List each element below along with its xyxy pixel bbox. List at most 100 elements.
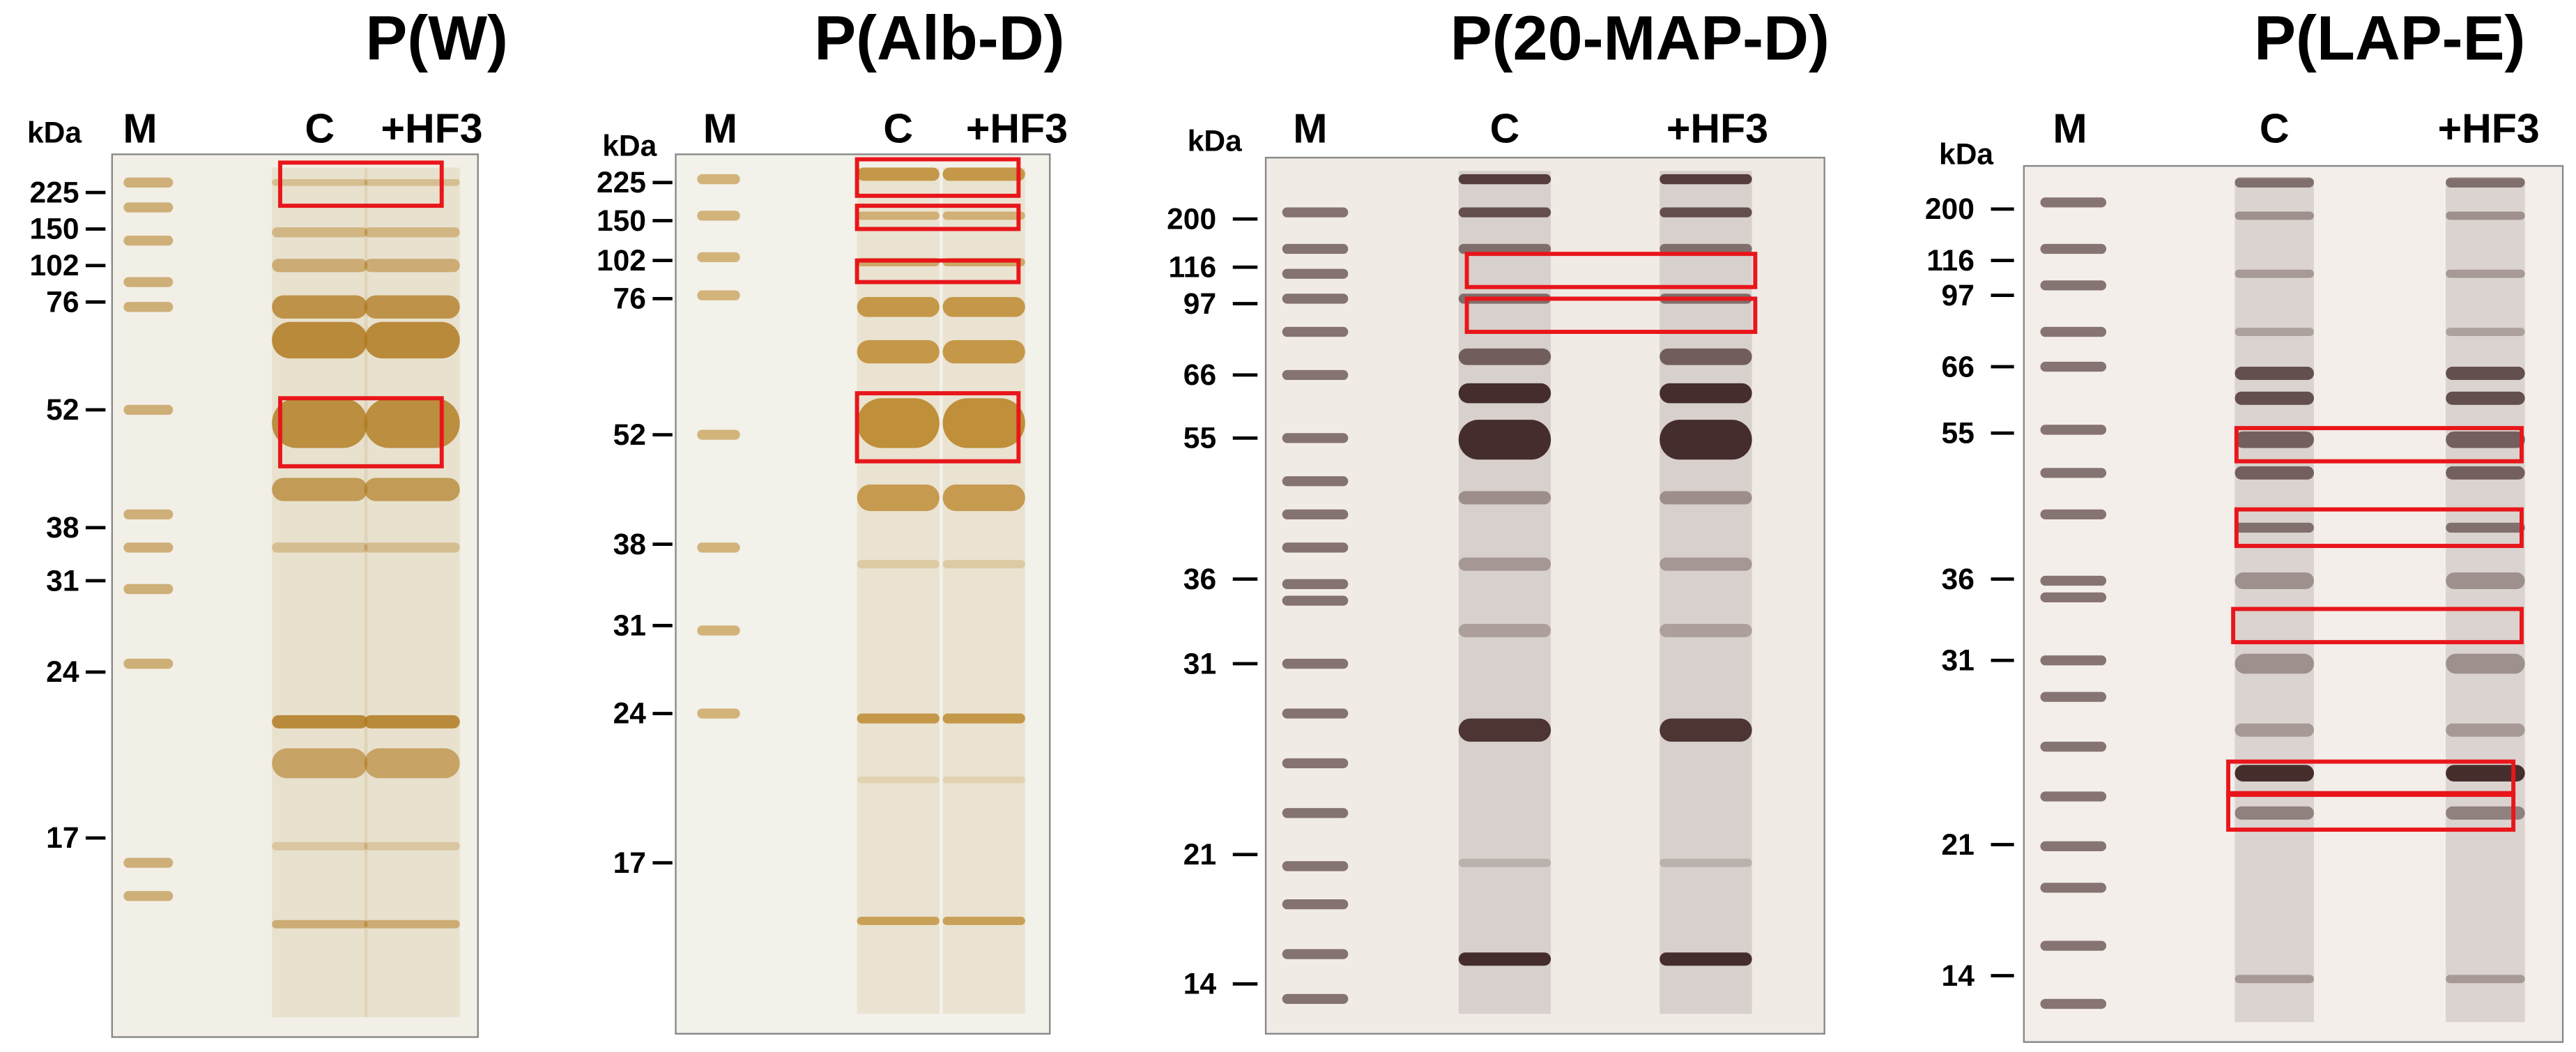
marker-label: 52 — [613, 418, 646, 452]
sample-band — [364, 478, 460, 501]
lane-smear — [2446, 179, 2525, 1023]
marker-band — [2040, 361, 2107, 372]
sample-band — [1659, 858, 1752, 867]
sample-band — [1659, 348, 1752, 365]
lane-label: M — [2053, 105, 2087, 152]
sample-band — [942, 167, 1025, 181]
sample-band — [1458, 718, 1551, 742]
unit-label: kDa — [602, 130, 657, 163]
marker-label: 31 — [613, 609, 646, 642]
sample-band — [2234, 723, 2315, 737]
marker-label: 150 — [30, 213, 79, 246]
marker-label: 225 — [30, 176, 79, 209]
sample-band — [1458, 858, 1551, 867]
marker-band — [123, 584, 174, 595]
sample-band — [2446, 431, 2525, 448]
sample-band — [364, 398, 460, 448]
marker-band — [1282, 369, 1349, 381]
marker-band — [697, 542, 740, 553]
marker-band — [123, 891, 174, 901]
marker-band — [2040, 940, 2107, 951]
sample-band — [1659, 420, 1752, 460]
marker-label: 66 — [1183, 358, 1216, 392]
sample-band — [364, 179, 460, 186]
marker-band — [1282, 595, 1349, 606]
sample-band — [364, 295, 460, 319]
marker-band — [2040, 791, 2107, 802]
sample-band — [1458, 420, 1551, 460]
marker-label: 97 — [1942, 279, 1975, 312]
marker-label: 52 — [46, 393, 79, 427]
marker-band — [2040, 575, 2107, 586]
marker-label: 97 — [1183, 287, 1216, 321]
marker-label: 17 — [46, 821, 79, 855]
marker-band — [1282, 542, 1349, 553]
marker-band — [2040, 197, 2107, 208]
sample-band — [1659, 174, 1752, 185]
highlight-box — [854, 391, 1021, 464]
marker-band — [2040, 692, 2107, 702]
sample-band — [272, 748, 368, 779]
marker-label: 36 — [1183, 563, 1216, 596]
sample-band — [1458, 491, 1551, 505]
gel — [2023, 165, 2564, 1043]
sample-band — [2446, 572, 2525, 589]
marker-band — [697, 174, 740, 185]
marker-band — [123, 857, 174, 868]
marker-band — [1282, 579, 1349, 589]
lane-label: M — [703, 105, 737, 152]
sample-band — [364, 920, 460, 929]
marker-label: 66 — [1942, 350, 1975, 383]
sample-band — [2446, 522, 2525, 533]
lane-smear — [272, 167, 368, 1018]
sample-band — [2446, 723, 2525, 737]
sample-band — [272, 259, 368, 273]
highlight-box — [2231, 607, 2524, 645]
sample-band — [1458, 207, 1551, 218]
sample-band — [2234, 431, 2315, 448]
highlight-box — [278, 396, 444, 468]
marker-label: 200 — [1925, 192, 1975, 226]
marker-label: 24 — [46, 655, 79, 689]
sample-band — [272, 920, 368, 929]
gel-panel — [1264, 156, 1825, 1035]
sample-band — [272, 179, 368, 186]
lane-smear — [364, 167, 460, 1018]
marker-band — [123, 302, 174, 312]
marker-band — [2040, 509, 2107, 519]
sample-band — [2234, 572, 2315, 589]
sample-band — [942, 917, 1025, 925]
marker-band — [123, 509, 174, 519]
sample-band — [857, 297, 940, 317]
marker-band — [1282, 993, 1349, 1004]
sample-band — [1659, 557, 1752, 571]
marker-label: 38 — [46, 511, 79, 544]
marker-band — [697, 211, 740, 221]
sample-band — [1659, 491, 1752, 505]
sample-band — [364, 321, 460, 359]
sample-band — [2234, 522, 2315, 533]
marker-band — [2040, 741, 2107, 752]
marker-band — [1282, 326, 1349, 337]
lane-label: +HF3 — [2438, 105, 2540, 152]
marker-label: 150 — [597, 204, 646, 238]
sample-band — [2446, 269, 2525, 278]
sample-band — [272, 478, 368, 501]
marker-band — [2040, 655, 2107, 666]
marker-band — [2040, 326, 2107, 337]
marker-band — [2040, 243, 2107, 254]
lane-smear — [1659, 171, 1752, 1014]
highlight-box — [1464, 252, 1758, 289]
lane-label: C — [883, 105, 913, 152]
marker-band — [1282, 433, 1349, 443]
sample-band — [857, 484, 940, 512]
sample-band — [942, 211, 1025, 220]
sample-band — [857, 398, 940, 448]
sample-band — [1458, 243, 1551, 254]
sample-band — [272, 715, 368, 729]
sample-band — [1458, 348, 1551, 365]
sample-band — [364, 841, 460, 851]
sample-band — [1659, 718, 1752, 742]
sample-band — [2234, 806, 2315, 820]
